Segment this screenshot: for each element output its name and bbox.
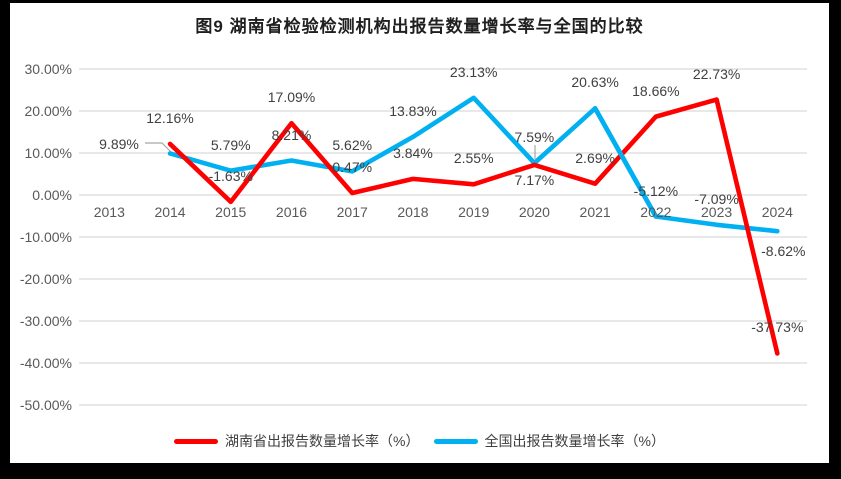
legend: 湖南省出报告数量增长率（%） 全国出报告数量增长率（%） (10, 430, 829, 452)
data-label: -37.73% (751, 319, 804, 336)
data-label: 0.47% (332, 159, 373, 176)
data-label: 13.83% (389, 102, 437, 119)
legend-label-national: 全国出报告数量增长率（%） (484, 433, 665, 449)
legend-line-swatch-national (433, 438, 478, 444)
series-line-hunan (167, 97, 780, 356)
y-axis-label: 20.00% (24, 103, 72, 119)
x-axis-label: 2022 (640, 204, 672, 220)
legend-item-national: 全国出报告数量增长率（%） (433, 431, 665, 451)
data-label: 5.62% (332, 137, 373, 154)
chart-title: 图9 湖南省检验检测机构出报告数量增长率与全国的比较 (195, 17, 644, 36)
y-axis-label: 30.00% (24, 61, 72, 77)
y-axis-label: -30.00% (19, 313, 72, 329)
x-axis-label: 2015 (215, 204, 247, 220)
legend-label-hunan: 湖南省出报告数量增长率（%） (225, 433, 420, 449)
x-axis-label: 2023 (701, 204, 733, 220)
x-axis-label: 2020 (518, 204, 550, 220)
x-axis-label: 2024 (761, 204, 793, 220)
data-label: 7.59% (514, 129, 555, 146)
x-axis-label: 2013 (93, 204, 125, 220)
data-label: 5.79% (210, 136, 251, 153)
chart-panel (10, 3, 829, 463)
data-label: 12.16% (146, 109, 194, 126)
data-label: 9.89% (99, 136, 139, 153)
series-line-national-overlay (592, 106, 659, 219)
y-axis-label: -40.00% (19, 355, 72, 371)
data-label: 20.63% (571, 74, 619, 91)
data-label: 22.73% (692, 65, 741, 82)
y-axis-label: -20.00% (19, 271, 72, 287)
data-label: -1.63% (208, 167, 253, 184)
data-label: 8.21% (271, 126, 312, 143)
data-label: -7.09% (694, 190, 739, 207)
y-axis-label: 0.00% (32, 187, 72, 203)
y-axis-label: -10.00% (19, 229, 72, 245)
data-label: 3.84% (393, 144, 433, 161)
y-axis-label: -50.00% (19, 397, 72, 413)
label-leader-line (145, 142, 172, 153)
x-axis-label: 2018 (397, 204, 429, 220)
x-axis-label: 2019 (458, 204, 490, 220)
x-axis-label: 2014 (154, 204, 186, 220)
x-axis-label: 2017 (336, 204, 368, 220)
data-label: 23.13% (449, 63, 498, 80)
data-label: 18.66% (632, 82, 680, 99)
x-axis-label: 2016 (275, 204, 308, 220)
data-label: 7.17% (514, 171, 555, 188)
data-label: 2.69% (575, 149, 615, 166)
data-label: -5.12% (633, 182, 679, 199)
legend-line-swatch-hunan (174, 438, 219, 444)
data-label: 17.09% (267, 89, 316, 106)
data-label: 2.55% (453, 150, 494, 167)
series-line-national (167, 95, 780, 234)
y-axis-label: 10.00% (24, 145, 72, 161)
x-axis-label: 2021 (579, 204, 611, 220)
data-label: -8.62% (761, 243, 806, 260)
legend-item-hunan: 湖南省出报告数量增长率（%） (174, 431, 420, 451)
